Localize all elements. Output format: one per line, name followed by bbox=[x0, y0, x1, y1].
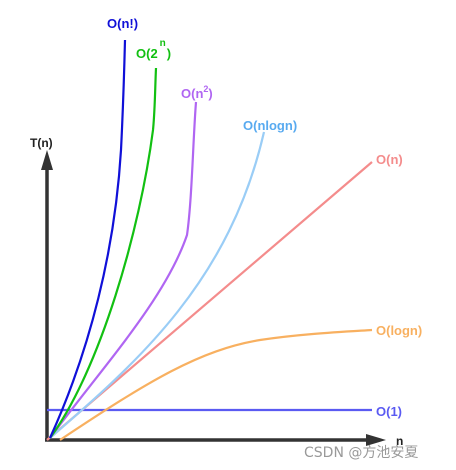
nlogn-label: O(nlogn) bbox=[243, 118, 297, 133]
constant-label: O(1) bbox=[376, 404, 402, 419]
logn-label: O(logn) bbox=[376, 323, 422, 338]
exponential-label: O(2n) bbox=[136, 38, 171, 61]
factorial-curve bbox=[48, 39, 127, 439]
logn-curve bbox=[59, 328, 373, 441]
quadratic-label-sup: 2 bbox=[203, 84, 208, 94]
y-axis-arrow bbox=[41, 150, 53, 170]
x-axis-label: n bbox=[396, 434, 403, 448]
x-axis-arrow bbox=[366, 434, 386, 446]
factorial-label: O(n!) bbox=[107, 16, 138, 31]
exponential-curve bbox=[49, 67, 158, 439]
y-axis-label: T(n) bbox=[30, 136, 53, 150]
quadratic-label: O(n2) bbox=[181, 84, 213, 101]
watermark: CSDN @方池安夏 bbox=[304, 445, 418, 461]
exponential-label-sup: n bbox=[160, 38, 166, 49]
linear-label: O(n) bbox=[376, 152, 403, 167]
quadratic-curve bbox=[49, 101, 198, 439]
nlogn-curve bbox=[49, 131, 266, 439]
